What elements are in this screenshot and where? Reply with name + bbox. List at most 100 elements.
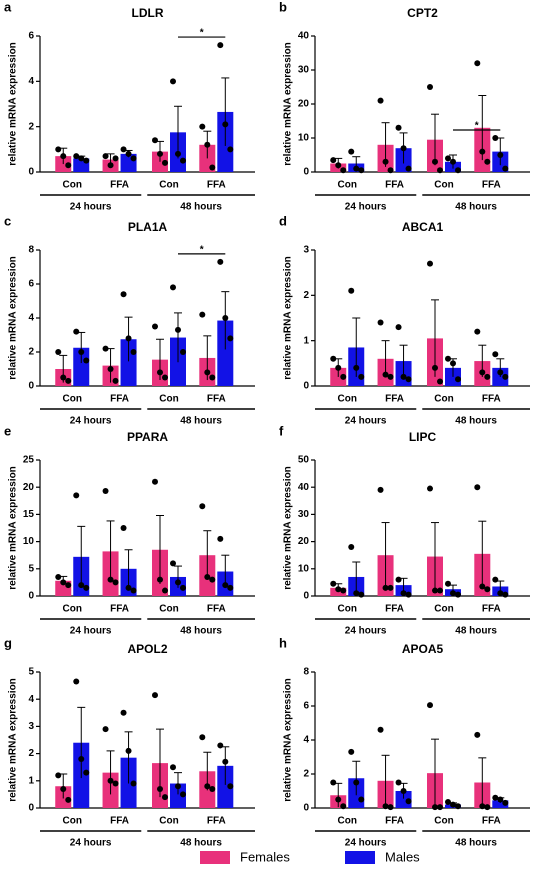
- data-point: [152, 137, 158, 144]
- y-tick-label: 4: [28, 694, 34, 705]
- x-tick-label: FFA: [207, 604, 226, 615]
- data-point: [492, 576, 499, 583]
- y-tick-label: 40: [298, 31, 310, 42]
- panel-letter: d: [279, 213, 287, 228]
- data-point: [377, 486, 384, 493]
- y-tick-label: 1: [28, 775, 34, 786]
- data-point: [502, 373, 509, 380]
- data-point: [175, 783, 181, 790]
- y-tick-label: 0: [303, 167, 309, 178]
- data-point: [340, 373, 347, 380]
- data-point: [180, 349, 186, 355]
- data-point: [335, 796, 342, 803]
- data-point: [175, 326, 181, 333]
- group-label: 48 hours: [180, 416, 222, 427]
- data-point: [65, 582, 72, 589]
- data-point: [358, 167, 365, 174]
- x-tick-label: Con: [338, 180, 357, 191]
- y-tick-label: 6: [303, 701, 309, 712]
- y-tick-label: 0: [303, 381, 309, 392]
- significance-label: *: [475, 121, 479, 132]
- data-point: [492, 794, 499, 801]
- data-point: [427, 485, 433, 492]
- data-point: [222, 121, 229, 128]
- data-point: [222, 315, 229, 321]
- data-point: [78, 155, 85, 162]
- data-point: [445, 155, 451, 162]
- data-point: [180, 791, 186, 798]
- data-point: [83, 157, 90, 164]
- data-point: [330, 157, 337, 164]
- data-point: [432, 364, 438, 371]
- data-point: [497, 590, 504, 597]
- data-point: [125, 150, 132, 157]
- bar: [330, 367, 347, 386]
- data-point: [484, 586, 491, 593]
- data-point: [130, 587, 137, 594]
- data-point: [157, 369, 163, 376]
- y-tick-label: 2: [303, 769, 309, 780]
- data-point: [474, 60, 481, 67]
- data-point: [157, 150, 163, 157]
- data-point: [395, 124, 402, 131]
- y-axis-label: relative mRNA expression: [283, 42, 294, 166]
- y-tick-label: 20: [23, 482, 35, 493]
- data-point: [382, 371, 389, 378]
- data-point: [73, 153, 80, 160]
- data-point: [204, 141, 211, 148]
- data-point: [217, 258, 224, 265]
- group-label: 24 hours: [70, 202, 112, 213]
- data-point: [55, 573, 62, 580]
- x-tick-label: Con: [159, 604, 178, 615]
- data-point: [204, 573, 211, 580]
- y-tick-label: 3: [303, 245, 309, 256]
- data-point: [125, 584, 132, 591]
- data-point: [400, 373, 407, 380]
- data-point: [474, 731, 481, 738]
- x-tick-label: FFA: [110, 604, 129, 615]
- data-point: [83, 769, 90, 776]
- chart-title: LIPC: [409, 430, 437, 444]
- data-point: [227, 584, 234, 591]
- chart-title: PPARA: [127, 430, 168, 444]
- panel-letter: h: [279, 635, 287, 650]
- data-point: [455, 591, 461, 598]
- data-point: [382, 158, 389, 165]
- data-point: [73, 492, 80, 499]
- data-point: [340, 167, 347, 174]
- data-point: [209, 374, 216, 381]
- group-label: 48 hours: [180, 626, 222, 637]
- data-point: [60, 374, 67, 381]
- data-point: [125, 747, 132, 754]
- chart-title: APOA5: [402, 642, 444, 656]
- data-point: [387, 373, 394, 380]
- x-tick-label: FFA: [482, 394, 501, 405]
- x-tick-label: FFA: [207, 180, 226, 191]
- data-point: [358, 591, 365, 598]
- x-tick-label: FFA: [110, 180, 129, 191]
- y-tick-label: 4: [28, 313, 34, 324]
- bar: [492, 800, 509, 808]
- x-tick-label: FFA: [110, 816, 129, 827]
- panel-letter: g: [4, 635, 12, 650]
- bar: [170, 783, 186, 808]
- y-tick-label: 30: [298, 509, 310, 520]
- group-label: 24 hours: [70, 416, 112, 427]
- data-point: [474, 328, 481, 335]
- x-tick-label: FFA: [482, 180, 501, 191]
- x-tick-label: Con: [159, 394, 178, 405]
- y-axis-label: relative mRNA expression: [8, 678, 19, 802]
- data-point: [55, 349, 62, 355]
- bar: [73, 347, 90, 386]
- data-point: [78, 582, 85, 589]
- data-point: [130, 155, 137, 162]
- data-point: [152, 323, 158, 330]
- legend-label: Females: [240, 849, 290, 864]
- x-tick-label: FFA: [207, 816, 226, 827]
- data-point: [227, 335, 234, 342]
- data-point: [387, 584, 394, 591]
- data-point: [102, 345, 109, 352]
- x-tick-label: Con: [159, 816, 178, 827]
- data-point: [120, 525, 127, 531]
- x-tick-label: Con: [159, 180, 178, 191]
